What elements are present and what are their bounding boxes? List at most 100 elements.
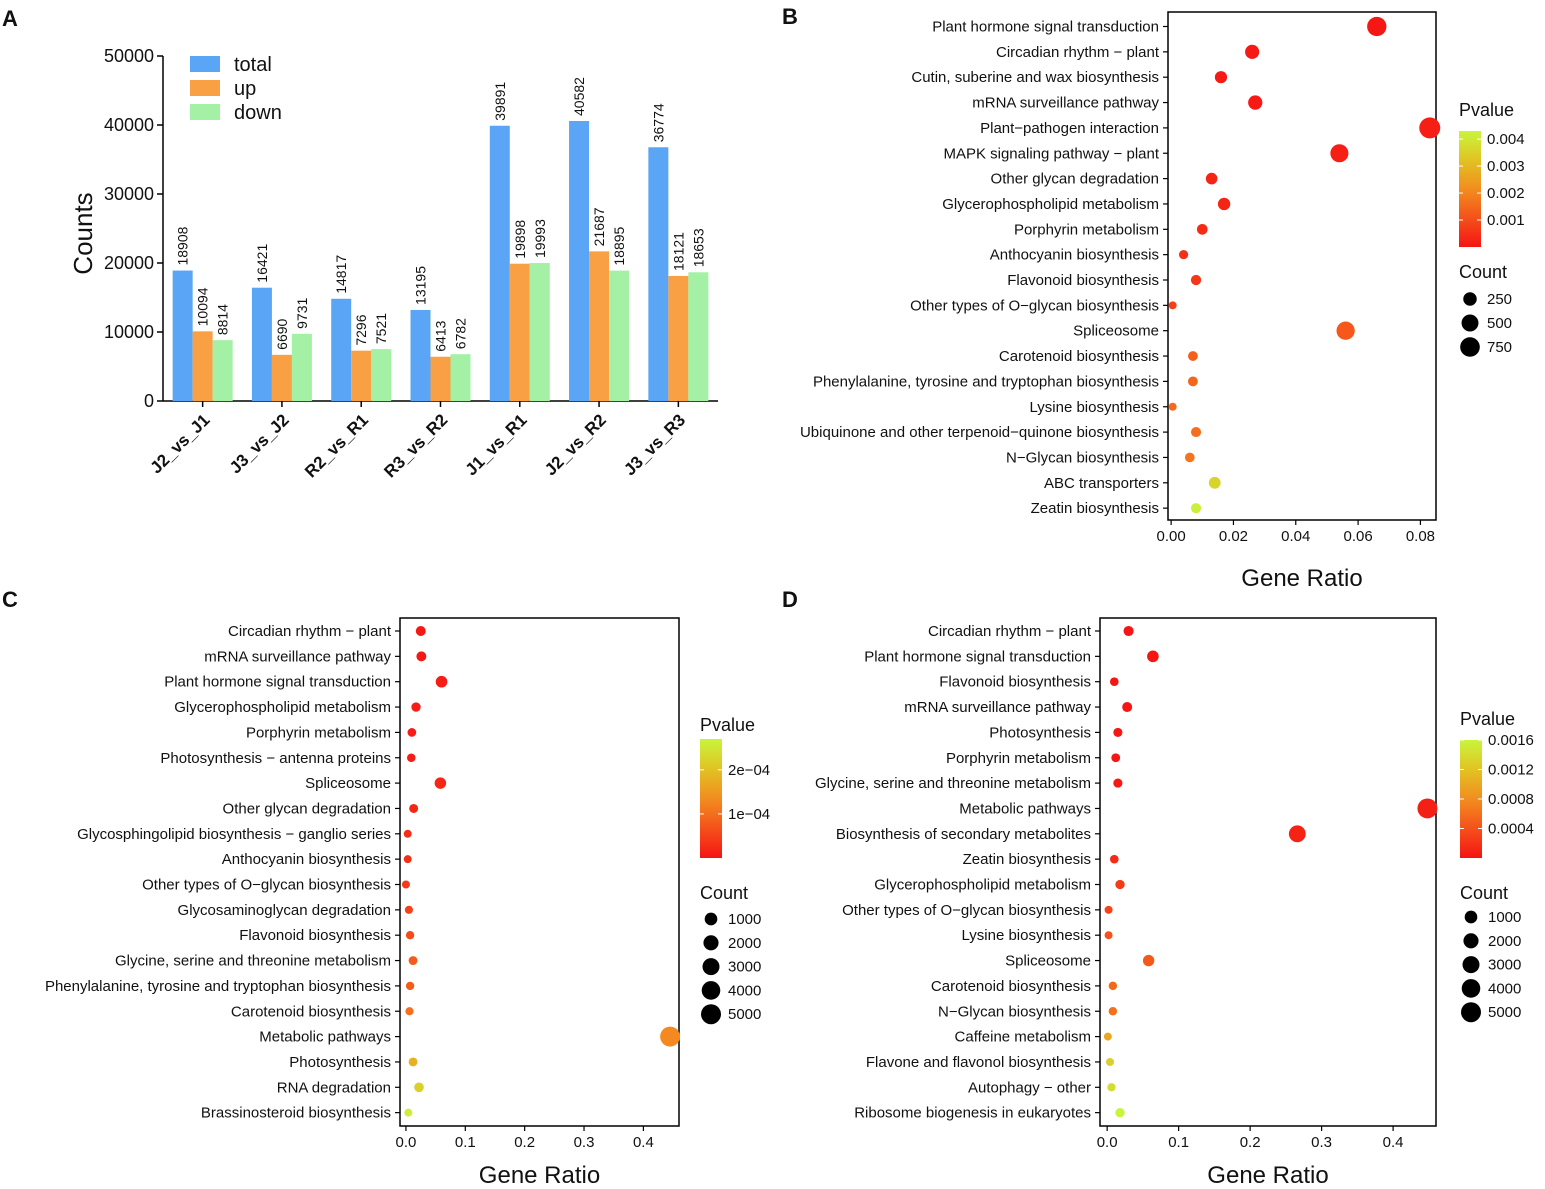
data-point [1417,798,1438,819]
plot-frame [1167,11,1437,521]
data-point [1205,172,1218,185]
pathway-label: Circadian rhythm − plant [228,623,392,640]
x-tick-label: 0.0 [396,1134,417,1151]
count-legend-label: 4000 [1488,980,1521,997]
pathway-label: Other types of O−glycan biosynthesis [910,297,1159,314]
y-tick-label: 10000 [104,322,154,342]
data-point [1147,650,1159,663]
pathway-label: N−Glycan biosynthesis [938,1003,1091,1020]
bar-total [331,298,352,401]
pathway-label: Glycerophospholipid metabolism [942,196,1159,213]
count-legend-label: 250 [1487,291,1512,308]
count-legend-dot [701,1004,721,1025]
bar-value-label: 9731 [294,297,310,328]
y-tick-label: 40000 [104,115,154,135]
pvalue-legend-title: Pvalue [700,715,755,735]
bar-value-label: 8814 [215,304,231,335]
legend-label-down: down [234,102,282,124]
pvalue-legend-title: Pvalue [1460,709,1515,729]
pathway-label: Photosynthesis − antenna proteins [160,750,391,767]
pathway-label: Spliceosome [305,775,391,792]
data-point [1122,702,1133,713]
data-point [1113,727,1123,737]
bar-up [430,356,451,401]
data-point [1190,427,1202,438]
bar-up [192,331,213,401]
count-legend-label: 2000 [728,935,761,952]
data-point [401,880,410,889]
colorbar-tick-label: 2e−04 [728,762,770,779]
bar-value-label: 39891 [492,82,508,121]
bar-up [271,354,292,401]
pathway-label: Lysine biosynthesis [1029,399,1159,416]
data-point [1109,854,1119,864]
x-tick-label: 0.08 [1406,528,1435,545]
bar-value-label: 7521 [373,313,389,344]
pathway-label: mRNA surveillance pathway [972,95,1159,112]
count-legend-dot [701,981,721,1000]
pvalue-legend-title: Pvalue [1459,100,1514,120]
count-legend-dot [1463,292,1477,306]
pathway-label: Circadian rhythm − plant [928,623,1092,640]
count-legend-dot [703,935,719,951]
pathway-label: Caffeine metabolism [955,1029,1091,1046]
data-point [1115,879,1125,890]
pathway-label: Biosynthesis of secondary metabolites [836,826,1091,843]
count-legend-title: Count [700,883,748,903]
plot-frame [399,617,680,1127]
panel-c: C Circadian rhythm − plant mRNA surveillan… [2,587,770,1189]
x-tick-label: 0.3 [1311,1134,1332,1151]
data-point [1168,301,1177,310]
count-legend-title: Count [1460,883,1508,903]
colorbar-tick-label: 0.002 [1487,185,1525,202]
legend-swatch-total [190,56,220,72]
data-point [1248,95,1263,110]
pathway-label: Plant−pathogen interaction [980,120,1159,137]
x-axis-title: Gene Ratio [1207,1162,1328,1189]
count-legend-dot [1461,1002,1481,1023]
pathway-label: Glycosphingolipid biosynthesis − ganglio… [77,826,391,843]
pvalue-colorbar [700,739,722,858]
data-point [435,675,448,688]
bar-total [410,309,431,401]
pathway-label: Porphyrin metabolism [946,750,1091,767]
pathway-label: Flavone and flavonol biosynthesis [866,1054,1091,1071]
y-axis-title: Counts [68,192,98,274]
pathway-label: Lysine biosynthesis [961,927,1091,944]
bar-total [569,120,590,402]
bar-down [609,270,630,401]
count-legend-label: 3000 [728,959,761,976]
data-point [1108,981,1118,991]
data-point [1190,503,1202,514]
pathway-label: Other glycan degradation [991,171,1159,188]
bar-down [371,349,392,401]
bar-up [351,350,372,401]
colorbar-tick-label: 0.004 [1487,131,1525,148]
data-point [405,931,415,940]
pvalue-colorbar [1459,131,1481,247]
pathway-label: Flavonoid biosynthesis [239,927,391,944]
data-point [1106,1057,1115,1066]
data-point [1336,321,1355,340]
data-point [1108,1007,1118,1016]
data-point [1217,197,1231,211]
data-point [416,651,427,662]
data-point [408,1057,418,1067]
colorbar-tick-label: 0.0012 [1488,762,1534,779]
pathway-label: mRNA surveillance pathway [204,648,391,665]
x-tick-label: 0.1 [1168,1134,1189,1151]
x-tick-label: 0.2 [514,1134,535,1151]
pathway-label: Photosynthesis [989,724,1091,741]
bar-value-label: 13195 [413,266,429,305]
category-label: R2_vs_R1 [301,410,372,481]
bar-value-label: 16421 [254,244,270,283]
data-point [411,702,421,712]
pathway-label: Flavonoid biosynthesis [939,674,1091,691]
data-point [407,728,417,737]
data-point [1123,625,1134,637]
pathway-label: Carotenoid biosynthesis [231,1003,391,1020]
pathway-label: mRNA surveillance pathway [904,699,1091,716]
pathway-label: Circadian rhythm − plant [996,44,1160,61]
bar-value-label: 6782 [453,318,469,349]
